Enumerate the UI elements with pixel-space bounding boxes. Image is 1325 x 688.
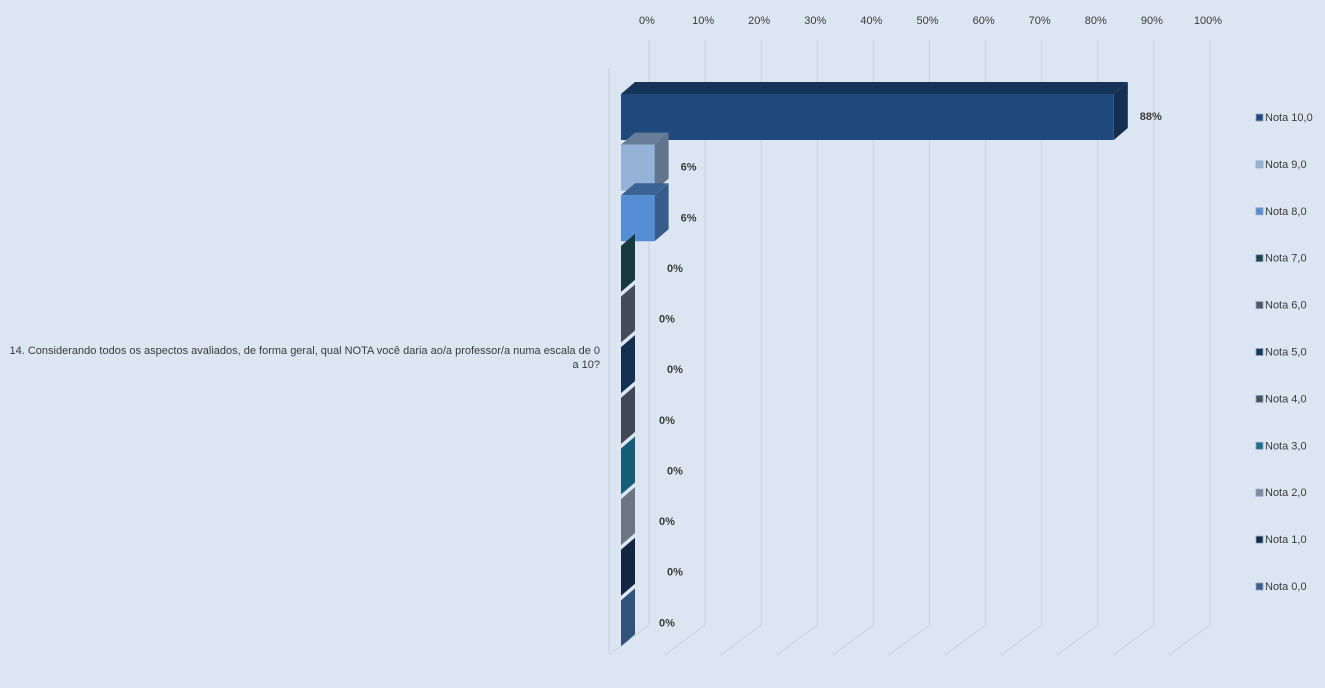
bar xyxy=(621,436,635,495)
legend-label: Nota 3,0 xyxy=(1265,440,1307,452)
bar xyxy=(621,233,635,292)
data-label: 6% xyxy=(681,162,697,174)
data-label: 0% xyxy=(659,415,675,427)
bar xyxy=(621,284,635,343)
legend-swatch xyxy=(1255,254,1264,263)
gridline-floor xyxy=(888,624,930,656)
gridline-floor xyxy=(664,624,706,656)
bar-side xyxy=(654,183,669,242)
legend-label: Nota 7,0 xyxy=(1265,253,1307,265)
legend-swatch xyxy=(1255,301,1264,310)
data-label: 0% xyxy=(659,617,675,629)
legend-label: Nota 8,0 xyxy=(1265,206,1307,218)
legend-swatch xyxy=(1255,348,1264,356)
bar xyxy=(621,487,635,546)
bar xyxy=(621,385,635,444)
legend-swatch xyxy=(1255,441,1264,450)
bar-side xyxy=(1113,82,1128,140)
bar-top xyxy=(621,183,669,196)
x-tick-label: 80% xyxy=(1085,15,1107,27)
legend-swatch xyxy=(1255,207,1264,216)
gridline-floor xyxy=(1056,624,1099,656)
gridline-floor xyxy=(776,624,818,656)
data-label: 88% xyxy=(1140,111,1162,123)
data-label: 0% xyxy=(667,364,683,376)
x-tick-label: 30% xyxy=(804,15,826,27)
bar xyxy=(621,588,635,647)
x-tick-label: 10% xyxy=(692,15,714,27)
data-label: 0% xyxy=(659,314,675,326)
legend-swatch xyxy=(1255,535,1264,544)
bar-top xyxy=(621,82,1128,94)
data-label: 0% xyxy=(667,263,683,275)
x-tick-label: 40% xyxy=(860,15,882,27)
bar xyxy=(621,335,635,394)
gridline-floor xyxy=(1168,624,1211,656)
bar xyxy=(621,144,655,191)
legend-swatch xyxy=(1255,394,1264,403)
bar-side xyxy=(654,132,669,191)
legend-label: Nota 6,0 xyxy=(1265,300,1307,312)
bar xyxy=(621,537,635,596)
legend-swatch xyxy=(1255,488,1264,497)
category-label: 14. Considerando todos os aspectos avali… xyxy=(9,345,600,371)
data-label: 6% xyxy=(681,212,697,224)
legend-label: Nota 10,0 xyxy=(1265,112,1313,124)
x-tick-label: 100% xyxy=(1194,15,1222,27)
gridline-floor xyxy=(1112,624,1155,656)
gridline-floor xyxy=(720,624,762,656)
bar-top xyxy=(621,132,669,145)
data-label: 0% xyxy=(667,567,683,579)
legend-label: Nota 5,0 xyxy=(1265,347,1307,359)
legend-swatch xyxy=(1255,113,1264,122)
bar xyxy=(621,94,1114,140)
gridline-floor xyxy=(832,624,874,656)
bar xyxy=(621,195,655,242)
data-label: 0% xyxy=(667,465,683,477)
gridline-floor xyxy=(944,624,986,656)
gridline-floor xyxy=(608,624,650,656)
data-label: 0% xyxy=(659,516,675,528)
legend-label: Nota 2,0 xyxy=(1265,487,1307,499)
x-tick-label: 20% xyxy=(748,15,770,27)
x-tick-label: 60% xyxy=(973,15,995,27)
x-tick-label: 50% xyxy=(916,15,938,27)
legend-label: Nota 4,0 xyxy=(1265,393,1307,405)
legend-label: Nota 1,0 xyxy=(1265,534,1307,546)
x-tick-label: 0% xyxy=(639,15,655,27)
gridline-floor xyxy=(1000,624,1042,656)
x-tick-label: 70% xyxy=(1029,15,1051,27)
legend-label: Nota 0,0 xyxy=(1265,581,1307,593)
legend-label: Nota 9,0 xyxy=(1265,159,1307,171)
legend-swatch xyxy=(1255,582,1264,591)
legend-swatch xyxy=(1255,160,1264,169)
x-tick-label: 90% xyxy=(1141,15,1163,27)
